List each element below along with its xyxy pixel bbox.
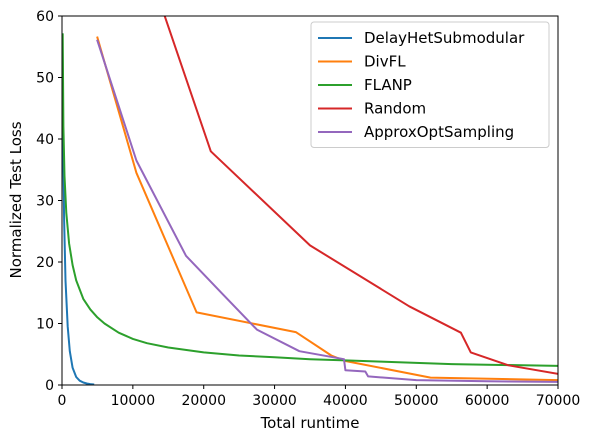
legend-label: DelayHetSubmodular	[364, 29, 525, 47]
x-tick-label: 0	[58, 393, 67, 409]
x-tick-label: 50000	[394, 393, 439, 409]
series-line-divfl	[96, 36, 558, 382]
x-tick-label: 20000	[181, 393, 226, 409]
series-line-approxoptsampling	[96, 39, 558, 383]
x-tick-label: 30000	[252, 393, 297, 409]
series-line-random	[163, 16, 558, 375]
x-tick-label: 70000	[536, 393, 581, 409]
legend-label: Random	[364, 100, 426, 118]
y-axis-ticks: 0 10 20 30 40 50 60	[36, 9, 62, 394]
y-tick-label: 30	[36, 194, 54, 210]
legend-label: FLANP	[364, 76, 412, 94]
y-tick-label: 60	[36, 9, 54, 25]
legend-box	[310, 21, 550, 148]
x-axis-label: Total runtime	[260, 414, 360, 432]
series-lines	[62, 16, 558, 385]
y-tick-label: 50	[36, 71, 54, 87]
y-axis-label: Normalized Test Loss	[7, 121, 25, 278]
y-tick-label: 40	[36, 132, 54, 148]
legend: DelayHetSubmodular DivFL FLANP Random Approx…	[310, 21, 550, 148]
y-tick-label: 20	[36, 255, 54, 271]
x-tick-label: 40000	[323, 393, 368, 409]
y-tick-label: 0	[45, 378, 54, 394]
y-tick-label: 10	[36, 317, 54, 333]
x-tick-label: 60000	[465, 393, 510, 409]
x-axis-ticks: 0 10000 20000 30000 40000 50000 60000 70000	[58, 385, 581, 409]
legend-label: ApproxOptSampling	[364, 123, 514, 141]
series-line-delayhetsubmodular	[62, 33, 95, 385]
x-tick-label: 10000	[111, 393, 156, 409]
legend-label: DivFL	[364, 53, 406, 71]
series-line-flanp	[62, 33, 558, 367]
